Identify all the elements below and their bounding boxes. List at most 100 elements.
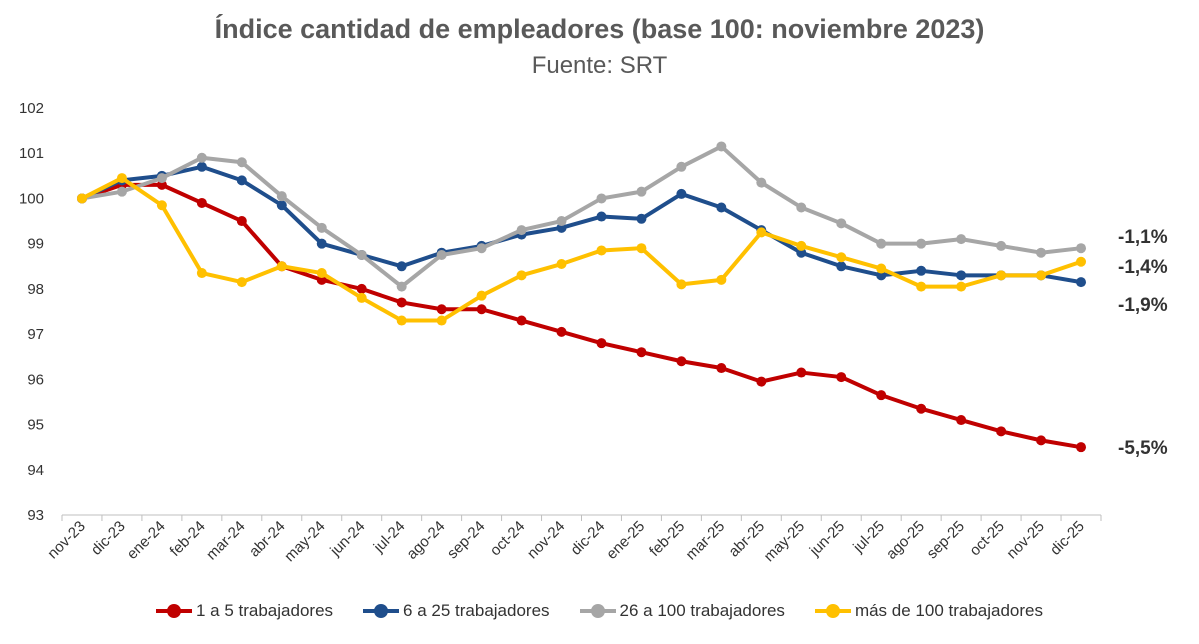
data-point — [836, 372, 847, 383]
x-tick-label: dic-25 — [1047, 518, 1088, 559]
series-4 — [76, 173, 1087, 326]
data-point — [516, 315, 527, 326]
chart-title: Índice cantidad de empleadores (base 100… — [214, 14, 985, 44]
series-line — [79, 176, 1084, 323]
data-point — [676, 356, 687, 367]
data-point — [836, 218, 847, 229]
data-point — [636, 213, 647, 224]
data-point — [636, 243, 647, 254]
x-axis-ticks: nov-23 dic-23ene-24feb-24mar-24abr-24may-… — [44, 518, 1087, 565]
y-tick-label: 93 — [27, 507, 44, 524]
data-point — [796, 240, 807, 251]
data-point — [1076, 277, 1087, 288]
data-point — [356, 249, 367, 260]
data-point — [476, 243, 487, 254]
data-point — [116, 173, 127, 184]
x-tick-label: nov-24 — [524, 518, 568, 562]
x-tick-label: oct-25 — [966, 518, 1008, 560]
data-point — [756, 227, 767, 238]
data-point — [396, 297, 407, 308]
data-point — [996, 270, 1007, 281]
legend-swatch — [579, 604, 616, 618]
x-tick-label: mar-24 — [203, 518, 249, 564]
data-point — [916, 265, 927, 276]
end-value-label: -1,9% — [1118, 295, 1168, 316]
data-point — [596, 193, 607, 204]
end-labels: -5,5% -1,9% -1,1% -1,4% — [1118, 227, 1168, 459]
data-point — [996, 240, 1007, 251]
data-point — [436, 304, 447, 315]
data-point — [476, 304, 487, 315]
x-tick-label: ago-24 — [403, 518, 448, 563]
data-point — [676, 188, 687, 199]
data-point — [1076, 256, 1087, 267]
series-1 — [76, 179, 1087, 453]
y-tick-label: 99 — [27, 236, 44, 253]
x-tick-label: jun-25 — [806, 518, 848, 560]
y-tick-label: 94 — [27, 462, 44, 479]
data-point — [876, 263, 887, 274]
data-point — [956, 415, 967, 426]
data-point — [316, 238, 327, 249]
data-point — [236, 157, 247, 168]
x-tick-label: oct-24 — [487, 518, 529, 560]
data-point — [316, 268, 327, 279]
x-tick-label: nov-23 — [44, 518, 88, 562]
x-tick-label: ene-24 — [124, 518, 169, 563]
y-tick-label: 100 — [19, 190, 44, 207]
y-tick-label: 98 — [27, 281, 44, 298]
data-point — [356, 292, 367, 303]
data-point — [1036, 270, 1047, 281]
end-value-label: -1,4% — [1118, 257, 1168, 278]
legend-label: más de 100 trabajadores — [854, 601, 1043, 620]
data-point — [276, 261, 287, 272]
data-point — [956, 281, 967, 292]
chart-subtitle: Fuente: SRT — [531, 52, 668, 79]
x-tick-label: feb-24 — [167, 518, 209, 560]
series-lines — [76, 141, 1087, 453]
data-point — [916, 238, 927, 249]
data-point — [956, 234, 967, 245]
x-tick-label: jun-24 — [326, 518, 368, 560]
legend-item: más de 100 trabajadores — [814, 601, 1043, 621]
legend-label: 6 a 25 trabajadores — [403, 601, 550, 620]
x-tick-label: mar-25 — [683, 518, 729, 564]
x-tick-label: may-24 — [281, 518, 328, 565]
data-point — [636, 347, 647, 358]
legend-item: 26 a 100 trabajadores — [579, 601, 785, 621]
data-point — [396, 315, 407, 326]
data-point — [636, 186, 647, 197]
end-value-label: -5,5% — [1118, 438, 1168, 459]
data-point — [356, 283, 367, 294]
data-point — [516, 270, 527, 281]
data-point — [1076, 442, 1087, 453]
data-point — [676, 279, 687, 290]
data-point — [836, 252, 847, 263]
series-2 — [76, 161, 1087, 288]
data-point — [796, 202, 807, 213]
data-point — [556, 216, 567, 227]
data-point — [676, 161, 687, 172]
data-point — [836, 261, 847, 272]
data-point — [756, 376, 767, 387]
legend-swatch-marker — [374, 604, 389, 618]
data-point — [956, 270, 967, 281]
x-tick-label: dic-24 — [567, 518, 608, 559]
data-point — [716, 363, 727, 374]
legend-swatch — [814, 604, 851, 618]
x-tick-label: feb-25 — [646, 518, 688, 560]
data-point — [236, 216, 247, 227]
x-tick-label: ene-25 — [603, 518, 648, 563]
data-point — [196, 161, 207, 172]
legend-swatch — [155, 604, 192, 618]
x-tick-label: may-25 — [761, 518, 808, 565]
data-point — [716, 202, 727, 213]
x-tick-label: ago-25 — [883, 518, 928, 563]
legend-item: 1 a 5 trabajadores — [155, 601, 333, 621]
data-point — [76, 193, 87, 204]
data-point — [876, 390, 887, 401]
legend: 1 a 5 trabajadores 6 a 25 trabajadores 26 … — [0, 601, 1199, 621]
legend-label: 26 a 100 trabajadores — [619, 601, 785, 620]
y-tick-label: 97 — [27, 326, 44, 343]
data-point — [236, 175, 247, 186]
